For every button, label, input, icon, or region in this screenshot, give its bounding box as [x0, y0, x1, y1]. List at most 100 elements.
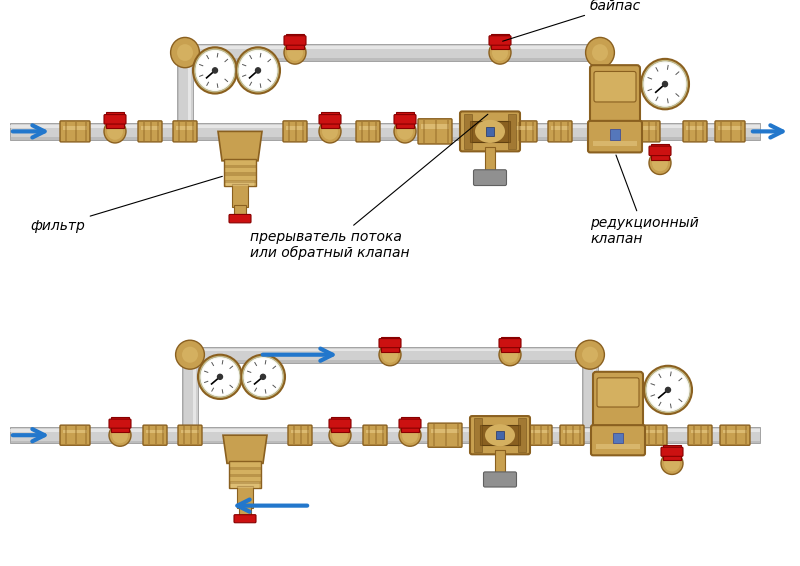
Bar: [648, 122, 650, 141]
Bar: [177, 61, 179, 123]
Bar: [162, 426, 163, 444]
Bar: [237, 486, 253, 508]
Bar: [518, 122, 519, 141]
Circle shape: [329, 424, 351, 446]
FancyBboxPatch shape: [597, 378, 639, 407]
FancyBboxPatch shape: [594, 71, 636, 102]
Circle shape: [586, 37, 614, 68]
Bar: [445, 424, 446, 446]
Bar: [648, 426, 650, 444]
Bar: [610, 129, 620, 140]
Bar: [188, 61, 191, 123]
Circle shape: [238, 49, 278, 92]
Circle shape: [202, 358, 238, 395]
FancyBboxPatch shape: [379, 338, 401, 348]
Bar: [695, 122, 697, 141]
Bar: [382, 426, 383, 444]
Polygon shape: [401, 417, 419, 432]
Ellipse shape: [485, 424, 515, 446]
Bar: [531, 430, 549, 434]
Bar: [224, 173, 256, 175]
Circle shape: [197, 51, 234, 90]
Circle shape: [662, 82, 667, 87]
Bar: [470, 121, 510, 142]
Bar: [582, 346, 598, 363]
FancyBboxPatch shape: [288, 425, 312, 445]
FancyBboxPatch shape: [319, 114, 341, 124]
Circle shape: [261, 374, 266, 379]
Text: редукционный
клапан: редукционный клапан: [590, 155, 698, 246]
Bar: [224, 165, 256, 168]
Bar: [150, 122, 151, 141]
Bar: [239, 505, 251, 518]
Bar: [447, 120, 449, 143]
Bar: [735, 426, 737, 444]
Bar: [582, 363, 598, 427]
Bar: [63, 126, 87, 130]
FancyBboxPatch shape: [560, 425, 584, 445]
FancyBboxPatch shape: [720, 425, 750, 445]
Bar: [85, 122, 86, 141]
FancyBboxPatch shape: [283, 121, 307, 142]
Circle shape: [576, 340, 605, 369]
Bar: [702, 122, 703, 141]
Circle shape: [397, 123, 413, 140]
Bar: [85, 426, 86, 444]
FancyBboxPatch shape: [649, 146, 671, 156]
Circle shape: [643, 61, 687, 107]
Bar: [688, 122, 690, 141]
Bar: [63, 430, 87, 434]
Bar: [229, 468, 261, 470]
Circle shape: [649, 151, 671, 174]
FancyBboxPatch shape: [591, 425, 645, 455]
Bar: [518, 418, 526, 452]
FancyBboxPatch shape: [356, 121, 380, 142]
Bar: [182, 361, 598, 363]
FancyBboxPatch shape: [460, 112, 520, 151]
Bar: [300, 426, 302, 444]
Bar: [157, 122, 158, 141]
Bar: [655, 122, 657, 141]
FancyBboxPatch shape: [399, 419, 421, 428]
Bar: [579, 426, 581, 444]
Circle shape: [218, 374, 222, 379]
Circle shape: [666, 387, 670, 392]
Circle shape: [379, 344, 401, 366]
FancyBboxPatch shape: [60, 121, 90, 142]
Bar: [691, 430, 709, 434]
Bar: [646, 430, 664, 434]
Bar: [229, 482, 261, 484]
Circle shape: [641, 59, 689, 109]
Bar: [177, 61, 193, 123]
Bar: [226, 181, 254, 186]
Circle shape: [241, 355, 285, 399]
Circle shape: [582, 346, 598, 363]
Circle shape: [284, 41, 306, 64]
Bar: [182, 349, 598, 351]
Bar: [181, 430, 199, 434]
Circle shape: [664, 455, 680, 471]
Bar: [700, 426, 702, 444]
FancyBboxPatch shape: [588, 121, 642, 152]
Circle shape: [319, 120, 341, 143]
Bar: [182, 346, 198, 363]
Bar: [293, 426, 294, 444]
Bar: [592, 44, 608, 61]
Bar: [141, 126, 159, 130]
FancyBboxPatch shape: [499, 338, 521, 348]
Circle shape: [489, 41, 511, 64]
Bar: [182, 346, 598, 363]
Bar: [177, 44, 193, 61]
Circle shape: [287, 44, 303, 61]
Bar: [593, 141, 637, 146]
Bar: [288, 122, 290, 141]
Circle shape: [195, 49, 235, 92]
Bar: [232, 184, 248, 207]
Bar: [707, 426, 709, 444]
Bar: [10, 138, 760, 140]
Circle shape: [399, 424, 421, 446]
Polygon shape: [501, 337, 519, 351]
Bar: [190, 426, 191, 444]
Circle shape: [104, 120, 126, 143]
FancyBboxPatch shape: [60, 425, 90, 445]
